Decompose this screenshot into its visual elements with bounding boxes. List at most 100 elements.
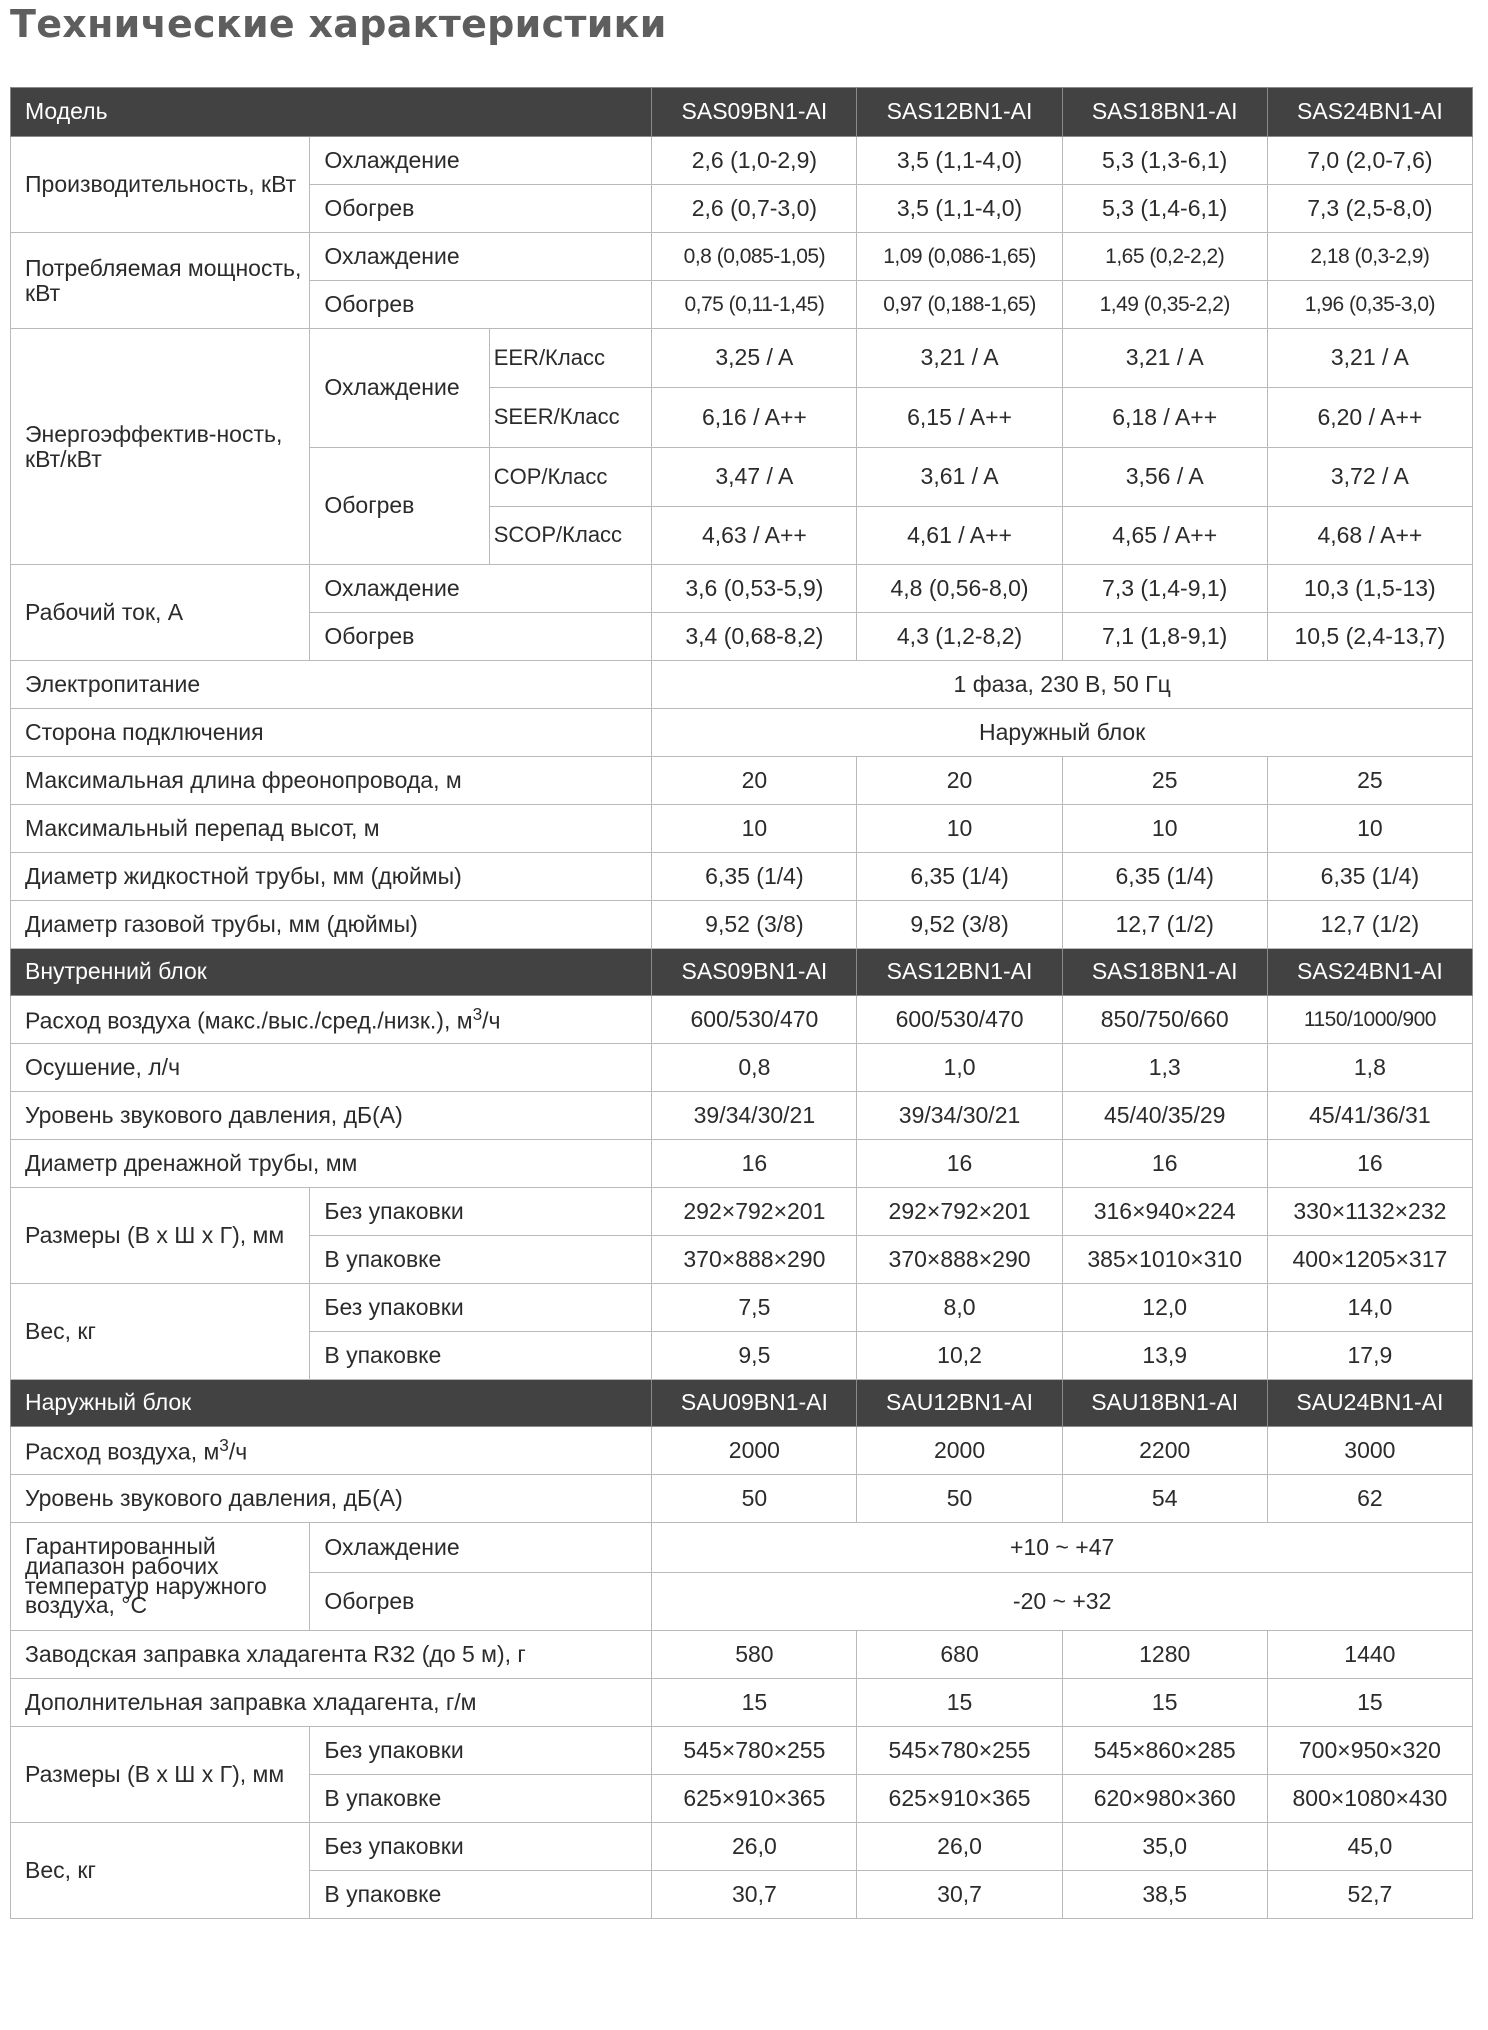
mode-label: Обогрев	[309, 184, 653, 233]
value-cell: 3,6 (0,53-5,9)	[651, 564, 858, 613]
sub-label: В упаковке	[309, 1774, 653, 1823]
value-cell: 54	[1061, 1474, 1268, 1523]
row-label: Вес, кг	[9, 1822, 311, 1919]
value-cell: 5,3 (1,3-6,1)	[1061, 136, 1268, 185]
row-label: Максимальная длина фреонопровода, м	[9, 756, 653, 805]
value-cell: 0,97 (0,188-1,65)	[856, 280, 1063, 329]
page-title: Технические характеристики	[10, 2, 667, 46]
value-cell: 0,8	[651, 1043, 858, 1092]
row-label: Диаметр дренажной трубы, мм	[9, 1139, 653, 1188]
value-cell: 3000	[1266, 1426, 1474, 1475]
value-cell: 10,3 (1,5-13)	[1266, 564, 1474, 613]
row-label: Сторона подключения	[9, 708, 653, 757]
value-cell: 26,0	[856, 1822, 1063, 1871]
value-cell: 15	[1266, 1678, 1474, 1727]
row-label: Дополнительная заправка хладагента, г/м	[9, 1678, 653, 1727]
mode-label: Обогрев	[309, 1572, 653, 1631]
mode-label: Обогрев	[309, 447, 490, 565]
value-cell: 15	[651, 1678, 858, 1727]
value-cell: 4,8 (0,56-8,0)	[856, 564, 1063, 613]
row-label: Уровень звукового давления, дБ(А)	[9, 1091, 653, 1140]
mode-label: Обогрев	[309, 280, 653, 329]
table-row: Вес, кг Без упаковки 7,5 8,0 12,0 14,0	[9, 1283, 1474, 1380]
section-header-outdoor: Наружный блок SAU09BN1-AI SAU12BN1-AI SA…	[9, 1379, 1474, 1427]
table-row: Уровень звукового давления, дБ(А) 50 50 …	[9, 1474, 1474, 1523]
table-row: Диаметр жидкостной трубы, мм (дюймы) 6,3…	[9, 852, 1474, 901]
value-cell: 8,0	[856, 1283, 1063, 1332]
row-label: Потребляемая мощность, кВт	[9, 232, 311, 329]
value-cell: 2000	[856, 1426, 1063, 1475]
value-cell: 7,0 (2,0-7,6)	[1266, 136, 1474, 185]
mode-label: Охлаждение	[309, 564, 653, 613]
value-cell: 600/530/470	[651, 995, 858, 1044]
sub-label: Без упаковки	[309, 1187, 653, 1236]
value-cell: 10	[856, 804, 1063, 853]
model-header-cell: SAS09BN1-AI	[651, 87, 858, 137]
value-cell: 370×888×290	[856, 1235, 1063, 1284]
value-cell: 1,09 (0,086-1,65)	[856, 232, 1063, 281]
value-cell: 2,18 (0,3-2,9)	[1266, 232, 1474, 281]
value-cell: 330×1132×232	[1266, 1187, 1474, 1236]
table-row: Производительность, кВт Охлаждение 2,6 (…	[9, 136, 1474, 233]
row-label: Гарантированный диапазон рабочих темпера…	[9, 1522, 311, 1631]
sub-label: Без упаковки	[309, 1726, 653, 1775]
value-cell: 4,61 / A++	[856, 506, 1063, 565]
value-cell: 45,0	[1266, 1822, 1474, 1871]
airflow-label: Расход воздуха (макс./выс./сред./низк.),…	[25, 1007, 473, 1034]
value-cell: 39/34/30/21	[856, 1091, 1063, 1140]
value-cell: 4,65 / A++	[1061, 506, 1268, 565]
value-cell: 400×1205×317	[1266, 1235, 1474, 1284]
value-cell: 7,1 (1,8-9,1)	[1061, 612, 1268, 661]
sub-label: В упаковке	[309, 1870, 653, 1919]
value-cell: 1,3	[1061, 1043, 1268, 1092]
table-row: В упаковке 9,5 10,2 13,9 17,9	[11, 1331, 1474, 1380]
table-row: Гарантированный диапазон рабочих темпера…	[9, 1522, 1473, 1631]
value-cell: 16	[1266, 1139, 1474, 1188]
row-label: Расход воздуха (макс./выс./сред./низк.),…	[9, 995, 653, 1044]
value-cell: 13,9	[1061, 1331, 1268, 1380]
value-cell: 62	[1266, 1474, 1474, 1523]
value-cell: 316×940×224	[1061, 1187, 1268, 1236]
row-label: Осушение, л/ч	[9, 1043, 653, 1092]
table-row: Расход воздуха (макс./выс./сред./низк.),…	[9, 995, 1474, 1044]
mode-label: Охлаждение	[309, 1522, 653, 1573]
value-cell: 3,61 / A	[856, 447, 1063, 507]
value-cell: 545×860×285	[1061, 1726, 1268, 1775]
model-header-cell: SAU18BN1-AI	[1061, 1379, 1268, 1427]
row-label: Размеры (В х Ш х Г), мм	[9, 1726, 311, 1823]
table-row: Расход воздуха, м3/ч 2000 2000 2200 3000	[9, 1426, 1474, 1475]
table-row: В упаковке 625×910×365 625×910×365 620×9…	[11, 1774, 1474, 1823]
sub-label: SCOP/Класс	[488, 506, 653, 565]
value-cell: 580	[651, 1630, 858, 1679]
table-row: Рабочий ток, А Охлаждение 3,6 (0,53-5,9)…	[9, 564, 1474, 661]
value-cell: 1,49 (0,35-2,2)	[1061, 280, 1268, 329]
value-cell: 38,5	[1061, 1870, 1268, 1919]
value-cell: 1150/1000/900	[1266, 995, 1474, 1044]
row-label: Максимальный перепад высот, м	[9, 804, 653, 853]
row-label: Производительность, кВт	[9, 136, 311, 233]
value-cell: 50	[856, 1474, 1063, 1523]
value-cell: 15	[1061, 1678, 1268, 1727]
row-label: Расход воздуха, м3/ч	[9, 1426, 653, 1475]
value-cell: 17,9	[1266, 1331, 1474, 1380]
value-cell: 3,21 / A	[1061, 328, 1268, 388]
table-row: Дополнительная заправка хладагента, г/м …	[9, 1678, 1474, 1727]
value-cell: 15	[856, 1678, 1063, 1727]
value-cell: 700×950×320	[1266, 1726, 1474, 1775]
value-cell: 45/41/36/31	[1266, 1091, 1474, 1140]
sub-label: В упаковке	[309, 1331, 653, 1380]
sub-label: В упаковке	[309, 1235, 653, 1284]
model-header-label: Модель	[9, 87, 653, 137]
value-cell: 3,72 / A	[1266, 447, 1474, 507]
value-cell: 52,7	[1266, 1870, 1474, 1919]
value-cell: 4,3 (1,2-8,2)	[856, 612, 1063, 661]
row-label: Диаметр газовой трубы, мм (дюймы)	[9, 900, 653, 949]
value-cell: 370×888×290	[651, 1235, 858, 1284]
table-row: Максимальный перепад высот, м 10 10 10 1…	[9, 804, 1474, 853]
table-row: Диаметр газовой трубы, мм (дюймы) 9,52 (…	[9, 900, 1474, 949]
table-row: Максимальная длина фреонопровода, м 20 2…	[9, 756, 1474, 805]
sub-label: EER/Класс	[488, 328, 653, 388]
value-cell: 625×910×365	[651, 1774, 858, 1823]
value-cell: 292×792×201	[651, 1187, 858, 1236]
value-cell: 850/750/660	[1061, 995, 1268, 1044]
